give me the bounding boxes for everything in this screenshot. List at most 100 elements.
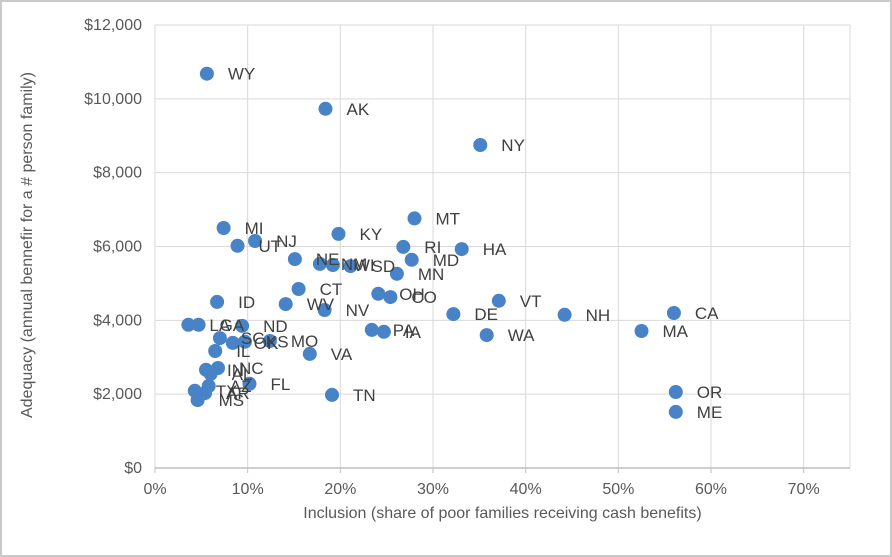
- data-point-sc: [212, 331, 227, 346]
- data-point-wi: [325, 258, 340, 272]
- data-point-me: [668, 404, 683, 419]
- data-point-label-nc: NC: [239, 359, 264, 378]
- data-point-label-wv: WV: [307, 295, 335, 314]
- y-tick-label: $2,000: [93, 386, 142, 403]
- data-point-label-ny: NY: [501, 136, 525, 155]
- data-point-label-ia: IA: [405, 323, 422, 342]
- x-tick-label: 60%: [695, 481, 727, 498]
- data-point-label-ca: CA: [695, 304, 719, 323]
- data-point-label-md: MD: [433, 251, 459, 270]
- data-point-label-tx: TX: [216, 382, 238, 401]
- data-point-de: [446, 307, 461, 322]
- data-point-label-ma: MA: [663, 322, 689, 341]
- data-point-ak: [318, 101, 333, 116]
- data-point-md: [404, 252, 419, 267]
- y-tick-label: $8,000: [93, 165, 142, 182]
- data-point-ct: [291, 282, 306, 296]
- data-point-wv: [278, 297, 293, 312]
- data-point-nh: [557, 307, 572, 322]
- data-point-ga: [191, 317, 206, 332]
- data-point-label-ar: AR: [226, 384, 250, 403]
- data-point-wa: [479, 328, 494, 343]
- data-point-label-ut: UT: [259, 237, 282, 256]
- data-point-label-wy: WY: [228, 65, 255, 84]
- data-point-label-co: CO: [411, 288, 437, 307]
- data-point-label-ks: KS: [266, 333, 289, 352]
- data-point-wy: [199, 66, 214, 81]
- data-point-nv: [317, 303, 332, 317]
- data-point-al: [203, 366, 218, 381]
- data-point-label-az: AZ: [230, 377, 252, 396]
- data-point-nj: [248, 234, 263, 248]
- x-tick-label: 10%: [232, 481, 264, 498]
- y-tick-label: $12,000: [84, 17, 142, 34]
- data-point-label-il: IL: [236, 342, 250, 361]
- data-point-va: [302, 346, 317, 361]
- data-point-vt: [491, 293, 506, 308]
- x-tick-label: 70%: [788, 481, 820, 498]
- data-point-label-nj: NJ: [276, 232, 297, 251]
- data-point-label-oh: OH: [399, 285, 425, 304]
- data-point-label-ak: AK: [347, 100, 370, 119]
- data-point-label-ri: RI: [424, 238, 441, 257]
- y-tick-label: $4,000: [93, 312, 142, 329]
- data-point-label-in: IN: [227, 361, 244, 380]
- data-point-label-fl: FL: [271, 375, 291, 394]
- data-point-label-ga: GA: [220, 316, 245, 335]
- data-point-label-id: ID: [238, 293, 255, 312]
- data-point-il: [208, 344, 223, 358]
- x-tick-label: 40%: [510, 481, 542, 498]
- data-point-tn: [325, 387, 339, 402]
- y-axis-title: Adequacy (annual bennefir for a # person…: [19, 72, 36, 418]
- data-point-ca: [666, 306, 681, 320]
- data-point-label-nv: NV: [346, 301, 370, 320]
- data-point-label-ms: MS: [219, 391, 245, 410]
- x-tick-label: 50%: [602, 481, 634, 498]
- data-point-nm: [312, 256, 327, 271]
- data-point-label-sc: SC: [241, 329, 265, 348]
- data-point-label-nm: NM: [341, 255, 367, 274]
- data-point-co: [383, 290, 398, 305]
- data-point-ky: [331, 226, 346, 241]
- data-point-fl: [242, 376, 257, 391]
- data-point-label-nd: ND: [263, 317, 288, 336]
- data-point-sd: [343, 259, 358, 274]
- data-point-label-or: OR: [697, 383, 723, 402]
- data-point-pa: [364, 322, 379, 337]
- data-point-label-ha: HA: [483, 240, 507, 259]
- data-point-ok: [225, 335, 240, 350]
- data-point-label-ne: NE: [316, 250, 340, 269]
- data-point-mt: [407, 211, 422, 226]
- data-point-label-ct: CT: [320, 280, 343, 299]
- data-point-ks: [237, 334, 252, 349]
- data-point-label-mo: MO: [291, 332, 318, 351]
- x-tick-label: 20%: [324, 481, 356, 498]
- data-point-nd: [235, 318, 250, 333]
- data-point-label-nh: NH: [586, 306, 611, 325]
- data-point-or: [668, 385, 683, 399]
- data-point-label-mi: MI: [245, 219, 264, 238]
- data-point-ut: [230, 238, 245, 253]
- data-point-label-de: DE: [474, 305, 498, 324]
- data-point-mo: [262, 334, 277, 348]
- data-point-ms: [190, 393, 205, 408]
- data-point-label-al: AL: [232, 365, 253, 384]
- data-point-mn: [389, 266, 404, 281]
- y-tick-label: $6,000: [93, 239, 142, 256]
- x-tick-label: 30%: [417, 481, 449, 498]
- data-point-label-me: ME: [697, 403, 723, 422]
- data-point-ny: [473, 138, 488, 152]
- data-point-label-ok: OK: [254, 334, 279, 353]
- data-point-label-tn: TN: [353, 386, 376, 405]
- data-point-label-ky: KY: [360, 225, 383, 244]
- data-point-label-la: LA: [209, 316, 230, 335]
- x-tick-label: 0%: [143, 481, 166, 498]
- data-point-label-mn: MN: [418, 265, 444, 284]
- data-point-ia: [376, 324, 391, 339]
- y-tick-label: $0: [124, 460, 142, 477]
- x-axis-title: Inclusion (share of poor families receiv…: [303, 505, 702, 522]
- data-point-label-va: VA: [331, 345, 353, 364]
- data-point-label-wi: WI: [354, 256, 375, 275]
